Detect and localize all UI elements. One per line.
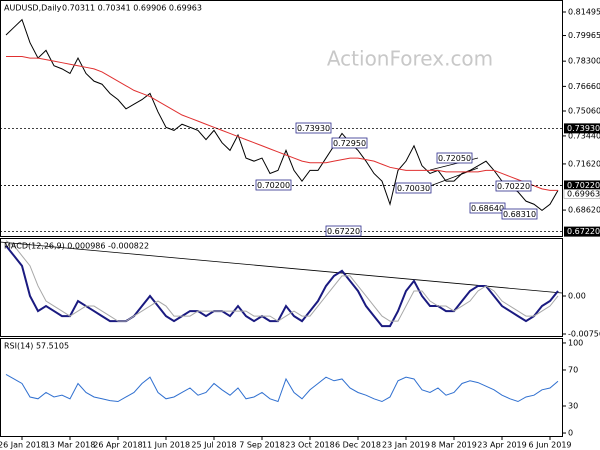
annotation-box [436, 152, 473, 164]
annotation: 0.68640 [471, 204, 504, 213]
panel-frame [0, 0, 563, 237]
y-tick-label: 0.81495 [568, 8, 600, 17]
last-price-tag [563, 189, 600, 199]
annotation: 0.72050 [438, 154, 471, 163]
level-tag [564, 123, 600, 134]
y-tick-label: 0.76660 [568, 82, 600, 91]
annotation-box [395, 182, 432, 194]
panel-title: MACD(12,26,9) 0.000986 -0.000822 [4, 242, 149, 251]
x-tick-label: 6 Dec 2018 [335, 441, 381, 450]
annotation-box [331, 137, 368, 149]
last-price-label: 0.69963 [567, 189, 600, 198]
panel-frame [0, 238, 563, 337]
x-tick-label: 7 Sep 2018 [239, 441, 285, 450]
x-tick-label: 26 Apr 2018 [93, 441, 142, 450]
annotation-box [295, 122, 332, 134]
level-label: 0.73930 [567, 124, 600, 133]
x-tick-label: 23 Oct 2018 [285, 441, 334, 450]
y-tick-label: 100 [568, 338, 583, 347]
panel-frame [0, 338, 563, 437]
panel-title: AUDUSD,Daily [4, 4, 62, 13]
x-tick-label: 13 Mar 2018 [45, 441, 96, 450]
annotation: 0.70220 [497, 182, 530, 191]
annotation-box [325, 225, 362, 237]
annotation-box [255, 179, 292, 191]
annotation: 0.70030 [397, 184, 430, 193]
annotation: 0.70200 [257, 181, 290, 190]
level-tag [564, 180, 600, 191]
level-label: 0.67220 [567, 227, 600, 236]
y-tick-label: 0.73440 [568, 131, 600, 140]
annotation-box [469, 202, 506, 214]
y-tick-label: 0.68620 [568, 206, 600, 215]
y-tick-label: 0 [568, 429, 573, 438]
series-line [5, 245, 559, 328]
annotation-box [495, 180, 532, 192]
trend-line [429, 167, 479, 187]
level-label: 0.70220 [567, 181, 600, 190]
x-tick-label: 11 Jun 2018 [142, 441, 190, 450]
y-tick-label: 0.75060 [568, 107, 600, 116]
x-tick-label: 25 Jul 2018 [191, 441, 236, 450]
x-tick-label: 23 Apr 2019 [477, 441, 526, 450]
series-line [6, 56, 558, 191]
x-tick-label: 6 Jun 2019 [528, 441, 571, 450]
y-tick-label: 0.00 [568, 291, 586, 300]
x-tick-label: 8 Mar 2019 [431, 441, 477, 450]
series-line [5, 240, 559, 322]
level-tag [564, 226, 600, 237]
y-tick-label: 70 [568, 365, 578, 374]
watermark: ActionForex.com [327, 47, 493, 71]
annotation: 0.73930 [297, 124, 330, 133]
y-tick-label: 0.79965 [568, 31, 600, 40]
y-tick-label: 0.78300 [568, 57, 600, 66]
x-tick-label: 26 Jan 2018 [0, 441, 46, 450]
y-tick-label: 0.71620 [568, 159, 600, 168]
annotation-box [501, 208, 538, 220]
annotation: 0.67220 [327, 227, 360, 236]
annotation: 0.68310 [503, 210, 536, 219]
x-tick-label: 23 Jan 2019 [382, 441, 430, 450]
y-tick-label: -0.00756 [568, 329, 600, 338]
panel-title: RSI(14) 57.5105 [4, 342, 69, 351]
trend-line [0, 241, 563, 294]
series-line [5, 374, 559, 403]
panel-subtitle: 0.70311 0.70341 0.69906 0.69963 [62, 4, 202, 13]
annotation: 0.72950 [333, 139, 366, 148]
y-tick-label: 30 [568, 402, 578, 411]
